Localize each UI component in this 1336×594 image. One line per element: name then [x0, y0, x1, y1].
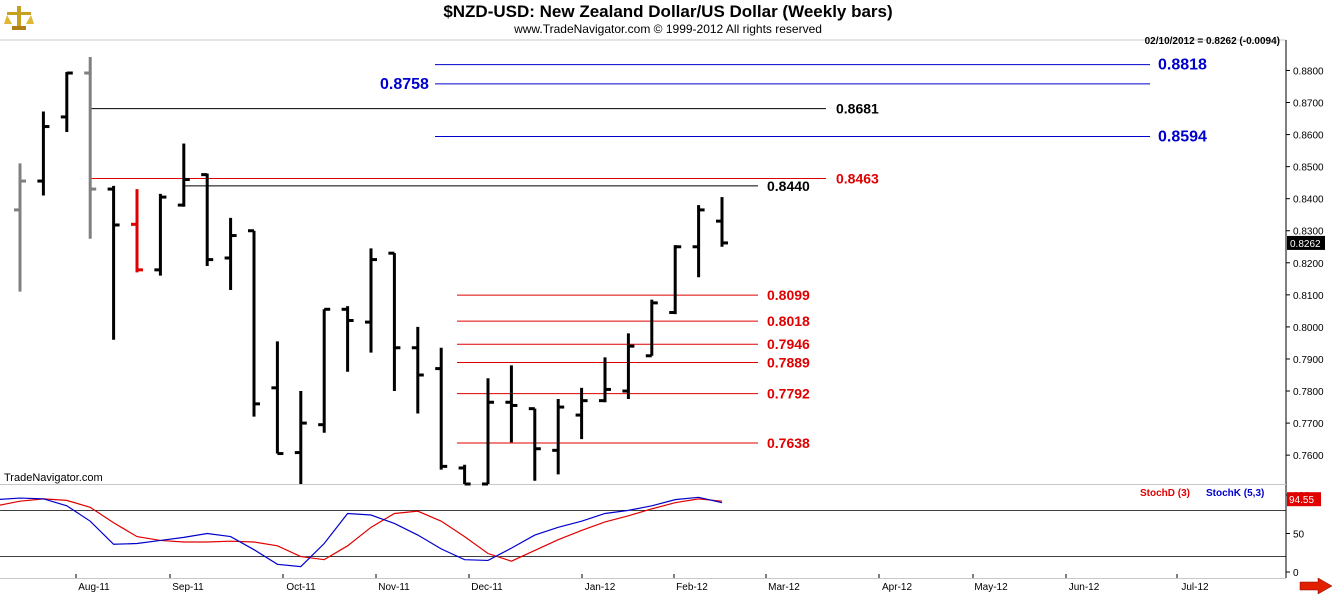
date-tick-label: Nov-11	[378, 582, 410, 593]
price-tick-label: 0.8200	[1293, 259, 1324, 270]
price-bar	[248, 229, 260, 417]
price-bar	[388, 251, 401, 392]
price-bar	[37, 111, 50, 196]
stochastic-panel	[0, 496, 1286, 568]
price-tick-label: 0.8000	[1293, 323, 1324, 334]
price-bar	[318, 307, 331, 433]
price-bar	[692, 205, 705, 278]
level-label-0.7946: 0.7946	[767, 336, 810, 352]
level-lines: 0.8818 0.8758 0.8681 0.8594 0.8463 0.8440 0.80…	[90, 57, 1207, 451]
price-bar	[482, 378, 494, 486]
price-bar	[365, 248, 377, 353]
scroll-right-arrow-icon[interactable]	[1299, 577, 1333, 594]
price-bar	[552, 399, 565, 475]
last-price-marker: 0.8262	[1287, 235, 1325, 250]
stochastic-axis: 10050094.55	[1286, 491, 1321, 579]
price-bar	[154, 193, 167, 276]
price-bar	[435, 347, 448, 470]
date-tick-label: Jun-12	[1069, 582, 1100, 593]
last-price-label: 0.8262	[1290, 239, 1321, 250]
level-label-0.8463: 0.8463	[836, 170, 879, 186]
date-tick-label: Oct-11	[286, 582, 316, 593]
price-bar	[341, 306, 354, 372]
trade-navigator-logo-icon	[4, 2, 34, 37]
watermark-text: TradeNavigator.com	[4, 472, 103, 484]
price-bar	[528, 407, 541, 481]
price-bar	[669, 245, 682, 315]
price-bar	[622, 333, 635, 400]
price-bars	[14, 56, 728, 486]
date-axis: Aug-11 Sep-11 Oct-11 Nov-11 Dec-11 Jan-12 Feb-…	[75, 574, 1209, 593]
date-tick-label: May-12	[974, 582, 1008, 593]
price-bar	[177, 143, 190, 207]
price-tick-label: 0.7700	[1293, 419, 1324, 430]
date-tick-label: Jul-12	[1181, 582, 1209, 593]
price-bar	[60, 71, 73, 133]
price-tick-label: 0.8600	[1293, 131, 1324, 142]
level-label-0.8440: 0.8440	[767, 178, 810, 194]
level-label-0.8594: 0.8594	[1158, 128, 1207, 145]
price-tick-label: 0.7600	[1293, 451, 1324, 462]
stoch-last-box	[1287, 492, 1321, 507]
price-tick-label: 0.8700	[1293, 99, 1324, 110]
price-bar	[107, 185, 120, 340]
price-bar	[505, 365, 518, 443]
chart-title: $NZD-USD: New Zealand Dollar/US Dollar (…	[443, 2, 893, 21]
date-tick-label: Jan-12	[585, 582, 616, 593]
price-bar	[411, 326, 424, 414]
level-label-0.7792: 0.7792	[767, 386, 810, 402]
price-bar	[716, 197, 728, 247]
last-price-readout: 02/10/2012 = 0.8262 (-0.0094)	[1144, 36, 1280, 47]
level-label-0.8099: 0.8099	[767, 287, 810, 303]
stoch-tick-label: 0	[1293, 568, 1299, 579]
legend-entry-StochK (5,3): StochK (5,3)	[1206, 488, 1264, 499]
price-tick-label: 0.7900	[1293, 355, 1324, 366]
stoch-tick-label: 50	[1293, 530, 1305, 541]
price-tick-label: 0.8500	[1293, 163, 1324, 174]
stochastic-legend: StochD (3) StochK (5,3)	[1140, 488, 1264, 499]
date-tick-label: Mar-12	[768, 582, 800, 593]
price-bar	[201, 173, 214, 267]
level-label-0.8681: 0.8681	[836, 101, 879, 117]
price-tick-label: 0.8800	[1293, 66, 1324, 77]
price-bar	[14, 163, 26, 292]
price-bar	[599, 357, 611, 403]
price-tick-label: 0.8400	[1293, 195, 1324, 206]
price-bar	[131, 189, 143, 273]
price-tick-label: 0.8300	[1293, 227, 1324, 238]
price-tick-label: 0.8100	[1293, 291, 1324, 302]
price-bar	[458, 464, 471, 486]
price-tick-label: 0.7800	[1293, 387, 1324, 398]
level-label-0.8758: 0.8758	[380, 76, 429, 93]
level-label-0.7889: 0.7889	[767, 355, 810, 371]
date-tick-label: Dec-11	[471, 582, 503, 593]
level-label-0.7638: 0.7638	[767, 435, 810, 451]
date-tick-label: Aug-11	[78, 582, 110, 593]
last-price-box	[1287, 235, 1325, 250]
level-label-0.8818: 0.8818	[1158, 57, 1207, 74]
legend-entry-StochD (3): StochD (3)	[1140, 488, 1190, 499]
date-tick-label: Sep-11	[172, 582, 204, 593]
price-bar	[271, 341, 284, 456]
date-tick-label: Apr-12	[882, 582, 912, 593]
chart-subtitle: www.TradeNavigator.com © 1999-2012 All r…	[514, 22, 822, 36]
series-line-StochK (5,3)	[0, 496, 723, 568]
price-bar	[294, 391, 307, 484]
price-bar	[575, 387, 588, 440]
date-tick-label: Feb-12	[676, 582, 708, 593]
price-bar	[645, 299, 658, 358]
stoch-last-label: 94.55	[1289, 495, 1314, 506]
level-label-0.8018: 0.8018	[767, 313, 810, 329]
price-bar	[84, 56, 97, 239]
series-line-StochD (3)	[0, 498, 723, 562]
main-panel-border	[0, 39, 1287, 579]
price-axis: 0.88000.87000.86000.85000.84000.83000.82…	[1286, 66, 1324, 462]
price-bar	[224, 217, 237, 291]
